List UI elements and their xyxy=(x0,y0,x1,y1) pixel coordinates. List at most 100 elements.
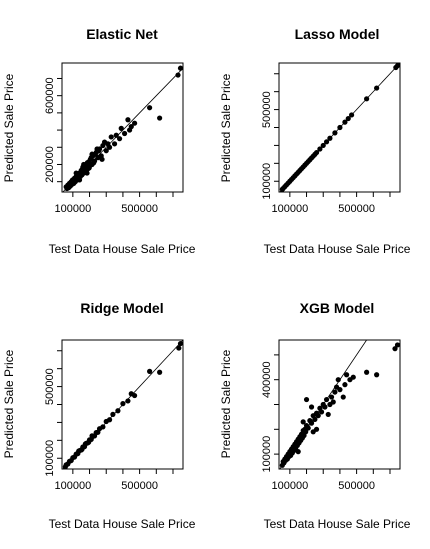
data-point xyxy=(120,401,126,407)
data-point xyxy=(76,448,82,454)
data-point xyxy=(394,342,401,348)
x-tick-label: 500000 xyxy=(121,480,158,492)
data-point xyxy=(347,377,353,383)
reference-line xyxy=(279,339,367,470)
x-axis-label: Test Data House Sale Price xyxy=(264,242,411,256)
x-tick-label: 100000 xyxy=(271,203,308,215)
data-point xyxy=(76,177,83,183)
data-point xyxy=(84,170,90,176)
x-ticks: 100000 500000 xyxy=(271,469,391,492)
data-point xyxy=(103,418,109,425)
x-tick-label: 100000 xyxy=(54,480,91,492)
data-point xyxy=(342,382,348,388)
panel-title: Elastic Net xyxy=(86,26,158,42)
x-tick-label: 100000 xyxy=(271,480,308,492)
y-tick-label: 200000 xyxy=(44,146,56,183)
panel-title: Ridge Model xyxy=(80,300,163,316)
x-ticks: 100000 500000 xyxy=(54,469,174,492)
y-tick-label: 400000 xyxy=(261,361,273,398)
data-point xyxy=(177,65,184,71)
panel-title: XGB Model xyxy=(300,300,375,316)
y-tick-label: 500000 xyxy=(261,91,273,128)
data-point xyxy=(132,120,138,126)
x-ticks: 100000 500000 xyxy=(271,192,391,215)
x-tick-label: 500000 xyxy=(338,480,375,492)
x-ticks: 100000 500000 xyxy=(54,192,174,215)
data-point xyxy=(307,418,313,424)
data-point xyxy=(125,117,131,123)
y-ticks: 100000 400000 xyxy=(261,354,279,473)
reference-line xyxy=(62,67,184,193)
data-point xyxy=(332,389,338,395)
data-point xyxy=(392,346,398,352)
data-point xyxy=(310,429,316,435)
data-point xyxy=(310,413,316,419)
x-axis-label: Test Data House Sale Price xyxy=(264,517,411,531)
panel-title: Lasso Model xyxy=(295,26,380,42)
data-point xyxy=(99,156,105,162)
y-tick-label: 600000 xyxy=(44,77,56,114)
data-point xyxy=(303,396,310,403)
x-axis-label: Test Data House Sale Price xyxy=(49,242,196,256)
data-point xyxy=(343,372,350,378)
y-axis-label: Predicted Sale Price xyxy=(2,73,16,182)
data-point xyxy=(89,433,95,439)
x-tick-label: 500000 xyxy=(338,203,375,215)
data-point xyxy=(106,144,113,150)
data-point xyxy=(328,394,335,400)
data-point xyxy=(69,177,76,183)
data-point xyxy=(101,139,108,145)
data-point xyxy=(116,136,123,142)
data-point xyxy=(115,408,121,414)
data-point xyxy=(308,404,315,410)
data-point xyxy=(295,449,301,455)
data-point xyxy=(89,151,95,157)
data-point xyxy=(176,345,182,351)
data-point xyxy=(66,184,72,190)
data-point xyxy=(128,124,134,130)
reference-line xyxy=(279,62,401,193)
data-point xyxy=(82,441,88,447)
panel-xgb-model: XGB Model Test Data House Sale Price Pre… xyxy=(219,300,411,531)
data-point xyxy=(110,411,116,417)
data-point xyxy=(118,125,124,131)
data-point xyxy=(128,391,134,397)
data-point xyxy=(121,130,128,137)
y-tick-label: 100000 xyxy=(261,436,273,473)
y-axis-label: Predicted Sale Price xyxy=(2,349,16,458)
data-point xyxy=(335,377,341,383)
data-point xyxy=(175,72,181,78)
data-point xyxy=(94,146,100,152)
data-point xyxy=(330,399,336,405)
y-ticks: 100000 500000 xyxy=(261,73,279,200)
data-point xyxy=(300,419,306,425)
data-point xyxy=(111,141,118,147)
data-point xyxy=(374,372,380,378)
data-point xyxy=(340,394,346,400)
data-point xyxy=(108,134,114,140)
data-point xyxy=(125,398,131,404)
data-point xyxy=(364,369,370,375)
y-tick-label: 500000 xyxy=(44,368,56,405)
y-ticks: 100000 500000 xyxy=(44,350,62,477)
data-point xyxy=(325,411,331,418)
data-point xyxy=(81,161,87,168)
x-tick-label: 100000 xyxy=(54,203,91,215)
data-point xyxy=(91,160,97,166)
data-point xyxy=(333,384,340,390)
x-axis-label: Test Data House Sale Price xyxy=(49,517,196,531)
y-axis-label: Predicted Sale Price xyxy=(219,73,233,182)
data-point xyxy=(113,132,119,138)
data-point xyxy=(157,115,163,121)
data-point xyxy=(177,340,184,347)
y-ticks: 200000 600000 xyxy=(44,77,62,183)
reference-line xyxy=(62,339,184,470)
data-point xyxy=(73,170,79,176)
panel-lasso-model: Lasso Model Test Data House Sale Price P… xyxy=(219,26,411,256)
data-point xyxy=(147,105,153,111)
panel-elastic-net: Elastic Net Test Data House Sale Price P… xyxy=(2,26,196,256)
scatter-points xyxy=(279,342,401,468)
x-tick-label: 500000 xyxy=(121,203,158,215)
y-tick-label: 100000 xyxy=(44,440,56,477)
